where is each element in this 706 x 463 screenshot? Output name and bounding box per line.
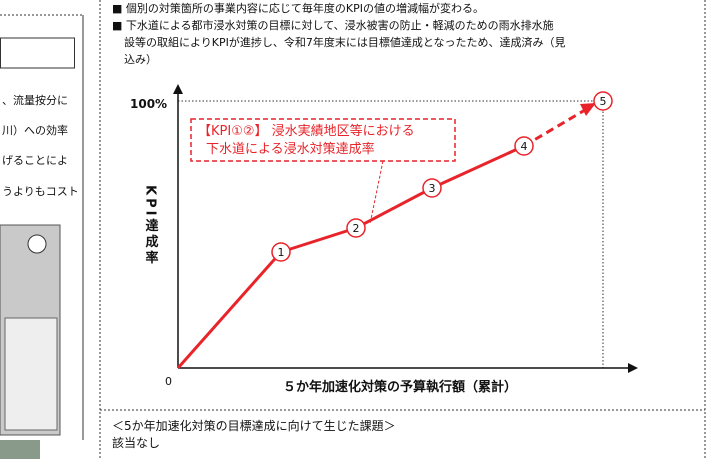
issues-heading: ＜5か年加速化対策の目標達成に向けて生じた課題＞ [112,418,396,433]
point-marker [271,242,291,262]
kpi-forecast [523,108,586,148]
point-marker [514,136,534,156]
map-legend [4,317,58,431]
point-marker [593,91,613,111]
point-label: 2 [353,222,360,235]
bullet-text: 設等の取組によりKPIが進捗し、令和7年度末には目標値達成となったため、達成済み… [124,35,566,49]
left-text: 川）への効率 [2,123,68,137]
point-label: 3 [429,182,436,195]
annotation-box [190,118,456,162]
origin-label: 0 [165,375,172,388]
point-label: 5 [600,95,607,108]
left-text: 、流量按分に [2,93,68,107]
point-marker [346,218,366,238]
annotation-text: 下水道による浸水対策達成率 [206,141,375,157]
input-box [0,37,75,69]
x-axis-label: ５か年加速化対策の予算執行額（累計） [283,379,517,395]
axis-arrow [173,84,183,94]
bullet-text: ■ 個別の対策箇所の事業内容に応じて毎年度のKPIの値の増減幅が変わる。 [112,1,484,15]
bullet-text: 込み） [124,53,157,66]
y-axis-label: KPI達成率 [143,185,159,266]
left-text: げることによ [2,154,68,167]
annotation-text: 【KPI①②】 浸水実績地区等における [198,123,415,139]
point-label: 1 [278,246,285,259]
left-text: うよりもコスト [2,185,79,198]
point-marker [422,178,442,198]
north-arrow [27,234,47,254]
kpi-line [176,144,525,369]
map-image [0,440,40,459]
point-label: 4 [521,140,528,153]
forecast-arrow [580,103,596,116]
y-top-label: 100% [130,97,167,111]
annotation-leader [369,160,384,225]
bullet-text: ■ 下水道による都市浸水対策の目標に対して、浸水被害の防止・軽減のための雨水排水… [112,18,554,32]
axis-arrow [628,363,638,373]
issues-body: 該当なし [112,435,160,450]
